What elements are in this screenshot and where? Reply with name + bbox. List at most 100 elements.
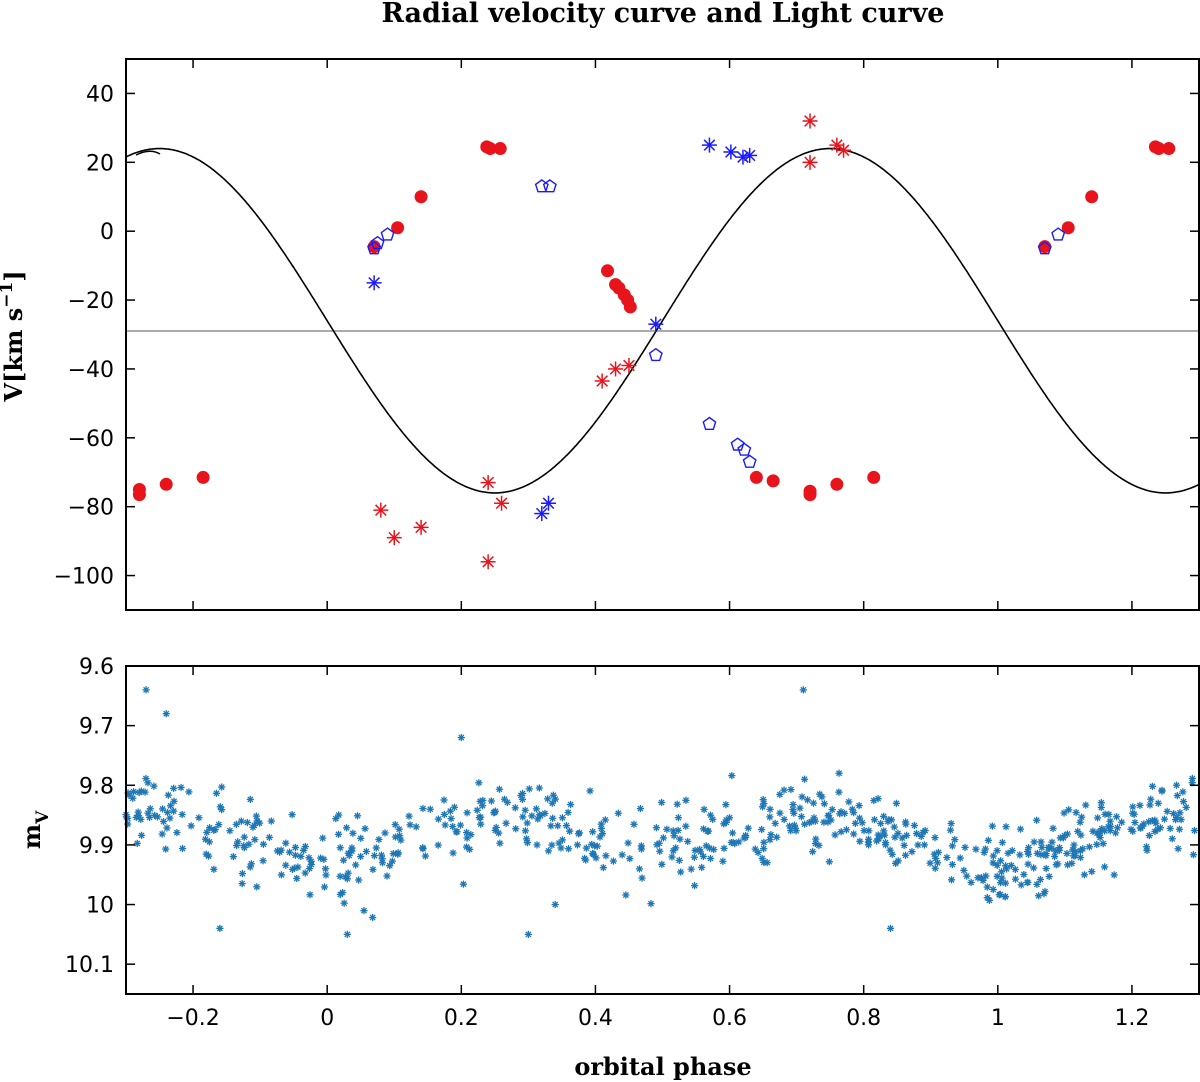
lc-point (892, 799, 901, 807)
lc-point (226, 827, 234, 835)
lc-point (865, 827, 873, 835)
lc-point (1143, 846, 1151, 854)
lc-point (614, 809, 622, 817)
lc-point (383, 872, 391, 880)
lc-point (297, 852, 305, 861)
lc-point (440, 810, 448, 819)
lc-point (674, 826, 682, 835)
lc-point (1148, 782, 1157, 790)
lc-point (677, 868, 685, 876)
lc-point (357, 834, 365, 842)
rv-primary-point (1061, 221, 1075, 235)
lc-point (528, 812, 536, 820)
lc-x-tick-label: 0 (320, 1006, 334, 1031)
lc-point (1054, 860, 1062, 868)
lc-point (250, 821, 258, 829)
rv-star-point (648, 316, 664, 332)
lc-point (370, 852, 379, 860)
rv-primary-point (867, 470, 881, 484)
lc-point (1179, 797, 1188, 806)
lc-point (864, 841, 873, 849)
lc-point (1063, 849, 1071, 858)
lc-point (580, 854, 589, 862)
lc-point (476, 797, 484, 805)
lc-point (908, 848, 916, 856)
lc-point (473, 806, 481, 814)
lc-point (533, 841, 541, 849)
rv-primary-point (414, 190, 428, 204)
lc-point (532, 805, 540, 813)
lc-point (232, 820, 240, 828)
lc-point (229, 853, 237, 861)
lc-point (800, 775, 809, 783)
lc-point (492, 823, 500, 832)
lc-point (1136, 824, 1144, 832)
lc-point (993, 847, 1001, 855)
lc-point (434, 815, 443, 823)
lc-point (996, 857, 1005, 865)
lc-point (674, 814, 683, 822)
lc-point (1188, 779, 1196, 787)
lc-point (1060, 809, 1068, 817)
lc-point (914, 841, 922, 849)
lc-point (638, 874, 646, 882)
lc-point (487, 797, 496, 805)
lc-point (810, 814, 818, 822)
lc-point (658, 860, 666, 868)
lc-point (1033, 816, 1041, 824)
lc-point (495, 829, 503, 837)
lc-point (647, 900, 655, 908)
lc-point (170, 797, 178, 805)
rv-primary-point (1162, 142, 1176, 156)
lc-point (655, 839, 663, 847)
lc-point (807, 818, 815, 826)
lc-point (1037, 838, 1045, 846)
lc-y-axis-ticks: 9.6 9.7 9.8 9.9 10 10.1 (65, 655, 1199, 978)
lc-point (1118, 818, 1126, 826)
lc-point (523, 819, 531, 827)
lc-y-axis-label: mV (17, 810, 53, 849)
lc-point (682, 822, 690, 830)
lc-point (1042, 864, 1050, 873)
lc-y-tick-label: 9.9 (79, 834, 114, 859)
lc-point (369, 865, 377, 874)
lc-point (1049, 824, 1057, 832)
lc-point (170, 784, 178, 792)
lc-y-tick-label: 9.8 (79, 774, 114, 799)
rv-model-curve (125, 147, 1200, 494)
lc-point (291, 851, 300, 859)
lc-point (212, 789, 221, 797)
lc-point (886, 846, 894, 854)
lc-point (1033, 880, 1041, 888)
rv-pentagon-point (534, 179, 549, 193)
lc-point (706, 854, 715, 863)
lc-point (166, 802, 175, 810)
lc-point (164, 791, 172, 799)
lc-point (255, 819, 264, 827)
lc-point (780, 786, 788, 794)
lc-point (1030, 838, 1038, 846)
lc-plot-frame (125, 665, 1200, 995)
lc-point (767, 830, 775, 839)
lc-y-tick-label: 10.1 (65, 953, 114, 978)
rv-star-point (494, 495, 510, 511)
lc-point (265, 833, 274, 841)
lc-point (397, 836, 405, 844)
rv-primary-point (803, 488, 817, 502)
lc-point (902, 820, 910, 828)
lc-point (637, 842, 645, 850)
lc-point (307, 857, 315, 866)
lc-point (211, 825, 219, 834)
lc-x-tick-label: 0.2 (444, 1006, 479, 1031)
lc-point (960, 866, 968, 874)
lc-point (796, 804, 804, 812)
lc-point (521, 806, 529, 814)
rv-y-axis-label: V[km s−1] (0, 270, 28, 402)
lc-point (349, 829, 357, 837)
lc-point (137, 831, 146, 840)
lc-point (355, 876, 363, 884)
rv-star-point (540, 495, 556, 511)
lc-point (133, 839, 141, 848)
lc-point (201, 835, 210, 843)
lc-point (202, 850, 210, 858)
